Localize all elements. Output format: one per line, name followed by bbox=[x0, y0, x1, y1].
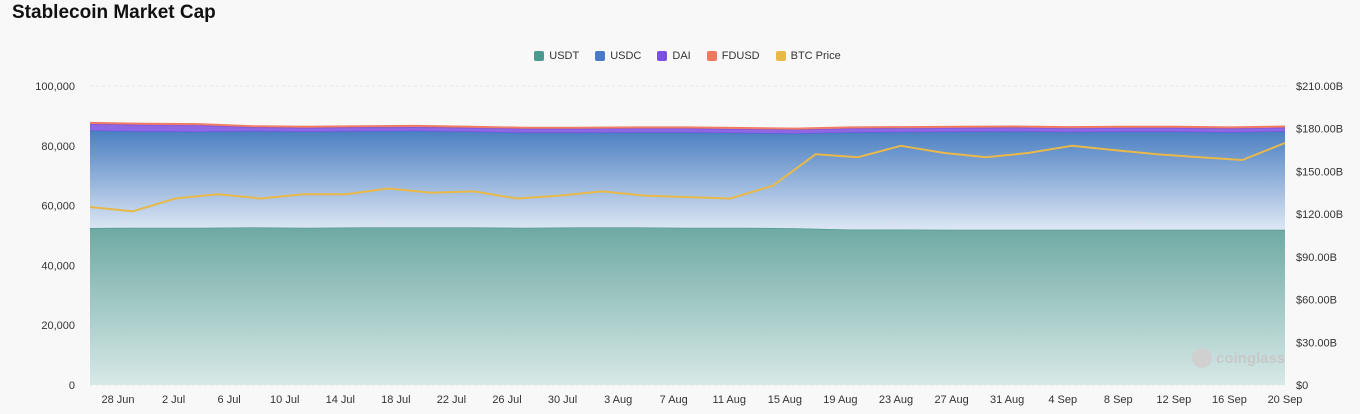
coinglass-logo-icon bbox=[1192, 348, 1212, 368]
x-axis: 28 Jun 2 Jul 6 Jul 10 Jul 14 Jul 18 Jul 22 Jul… bbox=[101, 394, 1302, 406]
y-axis-right: $0 $30.00B $60.00B $90.00B $120.00B $150.00B $… bbox=[1296, 81, 1343, 392]
x-tick-label: 28 Jun bbox=[101, 394, 134, 406]
x-tick-label: 19 Aug bbox=[823, 394, 857, 406]
legend-label: FDUSD bbox=[721, 50, 760, 62]
line-series bbox=[89, 142, 1286, 213]
legend: USDT USDC DAI FDUSD BTC Price bbox=[0, 50, 1360, 62]
y-right-tick-label: $30.00B bbox=[1296, 337, 1337, 349]
x-tick-label: 31 Aug bbox=[990, 394, 1024, 406]
x-tick-label: 10 Jul bbox=[270, 394, 299, 406]
watermark-text: coinglass bbox=[1216, 349, 1286, 367]
legend-item-dai[interactable]: DAI bbox=[657, 50, 691, 62]
x-tick-label: 16 Sep bbox=[1212, 394, 1247, 406]
x-tick-label: 14 Jul bbox=[326, 394, 355, 406]
legend-item-btc-price[interactable]: BTC Price bbox=[775, 50, 841, 62]
y-left-tick-label: 0 bbox=[69, 380, 75, 392]
x-tick-label: 20 Sep bbox=[1268, 394, 1303, 406]
x-tick-label: 6 Jul bbox=[218, 394, 241, 406]
x-tick-label: 3 Aug bbox=[604, 394, 632, 406]
x-tick-label: 11 Aug bbox=[713, 394, 746, 406]
y-right-tick-label: $60.00B bbox=[1296, 295, 1337, 307]
legend-label: USDC bbox=[610, 50, 642, 62]
legend-swatch bbox=[534, 51, 545, 61]
x-tick-label: 7 Aug bbox=[660, 394, 688, 406]
legend-item-usdc[interactable]: USDC bbox=[595, 50, 641, 62]
y-right-tick-label: $0 bbox=[1296, 380, 1308, 392]
x-tick-label: 2 Jul bbox=[162, 394, 185, 406]
legend-label: DAI bbox=[672, 50, 691, 62]
legend-item-fdusd[interactable]: FDUSD bbox=[706, 50, 760, 62]
y-right-tick-label: $150.00B bbox=[1296, 166, 1343, 178]
y-left-tick-label: 40,000 bbox=[41, 260, 75, 272]
y-left-tick-label: 100,000 bbox=[35, 81, 75, 93]
chart-title: Stablecoin Market Cap bbox=[12, 2, 216, 23]
x-tick-label: 30 Jul bbox=[548, 394, 577, 406]
x-tick-label: 23 Aug bbox=[879, 394, 913, 406]
x-tick-label: 15 Aug bbox=[768, 394, 802, 406]
y-left-tick-label: 80,000 bbox=[41, 141, 75, 153]
watermark: coinglass bbox=[1192, 348, 1285, 368]
legend-swatch bbox=[775, 51, 786, 61]
area-usdt[interactable] bbox=[90, 227, 1285, 385]
legend-swatch bbox=[657, 51, 668, 61]
line-btc-price[interactable] bbox=[89, 142, 1286, 213]
x-tick-label: 27 Aug bbox=[934, 394, 968, 406]
y-left-tick-label: 60,000 bbox=[41, 201, 75, 213]
x-tick-label: 26 Jul bbox=[492, 394, 521, 406]
x-tick-label: 4 Sep bbox=[1048, 394, 1077, 406]
x-tick-label: 8 Sep bbox=[1104, 394, 1133, 406]
legend-swatch bbox=[595, 51, 606, 61]
legend-label: BTC Price bbox=[790, 50, 841, 62]
x-tick-label: 22 Jul bbox=[437, 394, 466, 406]
x-tick-label: 12 Sep bbox=[1156, 394, 1191, 406]
legend-swatch bbox=[706, 51, 717, 61]
y-right-tick-label: $90.00B bbox=[1296, 252, 1337, 264]
area-usdc[interactable] bbox=[90, 130, 1285, 230]
area-fdusd[interactable] bbox=[90, 122, 1285, 130]
y-right-tick-label: $180.00B bbox=[1296, 124, 1343, 136]
y-axis-left: 0 20,000 40,000 60,000 80,000 100,000 bbox=[35, 81, 75, 392]
legend-item-usdt[interactable]: USDT bbox=[534, 50, 579, 62]
area-edge-fdusd bbox=[89, 121, 1286, 129]
y-left-tick-label: 20,000 bbox=[41, 320, 75, 332]
x-tick-label: 18 Jul bbox=[381, 394, 410, 406]
y-right-tick-label: $120.00B bbox=[1296, 209, 1343, 221]
area-series bbox=[89, 121, 1286, 385]
y-right-tick-label: $210.00B bbox=[1296, 81, 1343, 93]
legend-label: USDT bbox=[549, 50, 580, 62]
